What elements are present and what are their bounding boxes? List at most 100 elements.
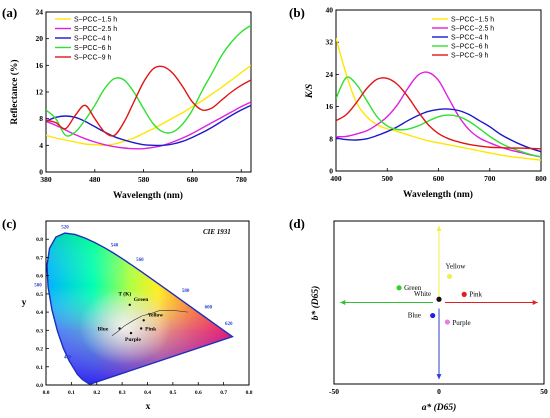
- y-tick-label: 12: [36, 88, 44, 97]
- legend-entry: S−PCC−1.5 h: [74, 17, 117, 24]
- legend-entry: S−PCC−6 h: [451, 44, 488, 51]
- legend-entry: S−PCC−9 h: [451, 53, 488, 60]
- wavelength-label: 520: [61, 225, 69, 230]
- x-tick-label: 680: [187, 175, 199, 184]
- panel-a-xlabel: Wavelength (nm): [113, 190, 183, 201]
- cie-point-label: Purple: [125, 337, 141, 343]
- panel-b: (b) 400 500 600 700 800 0 8 16 24 32 40 S−PCC−1.5 …: [289, 5, 547, 200]
- legend-entry: S−PCC−1.5 h: [451, 17, 494, 24]
- lab-point-label: White: [414, 290, 431, 298]
- x-tick-label: 0.6: [195, 390, 202, 396]
- series-line-0: [46, 64, 251, 147]
- legend-entry: S−PCC−4 h: [74, 36, 111, 43]
- legend-entry: S−PCC−6 h: [74, 45, 111, 52]
- panel-a-legend: S−PCC−1.5 h S−PCC−2.5 h S−PCC−4 h S−PCC−6 h…: [55, 17, 117, 62]
- panel-d-frame: [333, 220, 545, 385]
- y-tick-label: 4: [39, 141, 43, 150]
- panel-b-legend: S−PCC−1.5 h S−PCC−2.5 h S−PCC−4 h S−PCC−6 h…: [432, 17, 494, 60]
- x-tick-label: 700: [484, 174, 496, 183]
- lab-point: [444, 319, 450, 325]
- series-line-1: [336, 71, 541, 158]
- panel-b-xlabel: Wavelength (nm): [403, 189, 473, 200]
- cie-point: [128, 303, 131, 307]
- lab-point-label: Purple: [452, 319, 470, 327]
- y-tick-label: 40: [326, 6, 334, 15]
- lab-point: [396, 285, 402, 291]
- series-line-2: [46, 104, 251, 147]
- cie-white-region: [46, 233, 233, 385]
- series-line-1: [46, 101, 251, 150]
- series-line-4: [336, 77, 541, 150]
- panel-a-label: (a): [2, 5, 17, 20]
- cie-point: [118, 327, 121, 330]
- series-line-4: [46, 65, 251, 137]
- legend-entry: S−PCC−2.5 h: [74, 26, 117, 33]
- panel-c-ticks: 0.0 0.1 0.2 0.3 0.4 0.5 0.6 0.7 0.8 0.0 0.1 0.2 0.3 0…: [36, 237, 253, 396]
- lab-point-label: Green: [404, 284, 422, 292]
- cie-point-label: Yellow: [148, 312, 164, 318]
- panel-a-ticks: 380 480 580 680 780 0 4 8 12 16 20 24: [36, 8, 248, 185]
- arrow-yellow-head: [436, 225, 442, 231]
- lab-point: [436, 296, 442, 302]
- panel-b-ticks: 400 500 600 700 800 0 8 16 24 32 40: [326, 6, 547, 184]
- panel-d-label: (d): [289, 216, 305, 231]
- x-tick-label: 0.2: [93, 390, 100, 396]
- cie-point-label: Green: [134, 297, 149, 303]
- x-tick-label: 0.3: [119, 390, 126, 396]
- panel-c-ylabel: y: [22, 298, 27, 308]
- y-tick-label: 0.3: [36, 328, 43, 334]
- x-tick-label: 600: [433, 174, 445, 183]
- cie-point: [139, 327, 143, 330]
- panel-b-ylabel: K/S: [305, 84, 315, 99]
- panel-d-ticks: -50 0 50: [329, 387, 548, 396]
- x-tick-label: 0.4: [144, 390, 151, 396]
- panel-c: (c) T (K) 0.0 0.1 0.2 0.3 0.4 0.5 0.6 0.7 0.80.0…: [2, 216, 253, 412]
- wavelength-label: 540: [111, 244, 119, 249]
- arrow-blue-head: [436, 374, 442, 380]
- wavelength-label: 580: [182, 289, 190, 294]
- x-tick-label: 580: [138, 175, 150, 184]
- cie-point: [142, 319, 145, 322]
- x-tick-label: 0.0: [43, 390, 50, 396]
- y-tick-label: 8: [39, 114, 43, 123]
- cie-locus-outline: [46, 232, 234, 385]
- lab-point-label: Blue: [408, 312, 421, 320]
- arrow-red-head: [532, 300, 538, 305]
- cie-gamut: T (K): [46, 232, 234, 385]
- wavelength-label: 600: [205, 305, 213, 310]
- y-tick-label: 0: [39, 168, 43, 177]
- panel-c-xlabel: x: [146, 402, 151, 412]
- panel-b-label: (b): [289, 5, 305, 20]
- panel-c-title: CIE 1931: [203, 228, 231, 236]
- x-tick-label: 400: [330, 174, 342, 183]
- x-tick-label: 0: [437, 387, 441, 396]
- y-tick-label: 0.8: [36, 237, 43, 243]
- panel-a-ylabel: Reflectance (%): [9, 59, 20, 124]
- y-tick-label: 0.0: [36, 383, 43, 389]
- wavelength-label: 560: [136, 258, 144, 263]
- panel-c-label: (c): [2, 216, 16, 231]
- cie-wavelength-labels: 460 480 500 520 540 560 580 600 620: [34, 225, 233, 382]
- panel-b-series: [336, 37, 541, 161]
- y-tick-label: 0.2: [36, 347, 43, 353]
- y-tick-label: 24: [326, 70, 334, 79]
- y-tick-label: 20: [36, 34, 44, 43]
- x-tick-label: 0.7: [220, 390, 227, 396]
- x-tick-label: 0.1: [68, 390, 75, 396]
- y-tick-label: 16: [326, 102, 334, 111]
- y-tick-label: 16: [36, 61, 44, 70]
- series-line-0: [336, 37, 541, 161]
- panel-a: (a) 380 480 580 680 780 0 4 8 12 16 20 24 S−PCC−1.5…: [2, 5, 252, 201]
- planckian-locus: [111, 309, 189, 337]
- y-tick-label: 32: [326, 38, 334, 47]
- wavelength-label: 500: [34, 284, 42, 289]
- cie-point-label: Blue: [98, 327, 109, 333]
- lab-point-label: Yellow: [446, 262, 467, 270]
- lab-point: [430, 312, 436, 319]
- panel-b-frame: [335, 9, 542, 172]
- cie-point: [129, 331, 133, 335]
- panel-d-ylabel: b* (D65): [310, 286, 321, 321]
- cie-point-label: Pink: [145, 327, 157, 333]
